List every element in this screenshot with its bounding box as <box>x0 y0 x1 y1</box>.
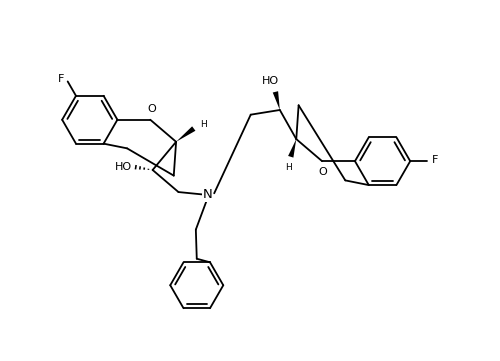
Text: O: O <box>147 104 156 114</box>
Text: F: F <box>432 155 438 165</box>
Polygon shape <box>272 91 280 110</box>
Text: HO: HO <box>115 162 132 172</box>
Text: H: H <box>200 119 207 129</box>
Text: F: F <box>58 74 64 84</box>
Text: H: H <box>285 163 292 172</box>
Polygon shape <box>288 139 296 158</box>
Text: HO: HO <box>262 76 279 86</box>
Text: O: O <box>319 167 328 177</box>
Polygon shape <box>176 126 196 142</box>
Text: N: N <box>202 188 212 201</box>
